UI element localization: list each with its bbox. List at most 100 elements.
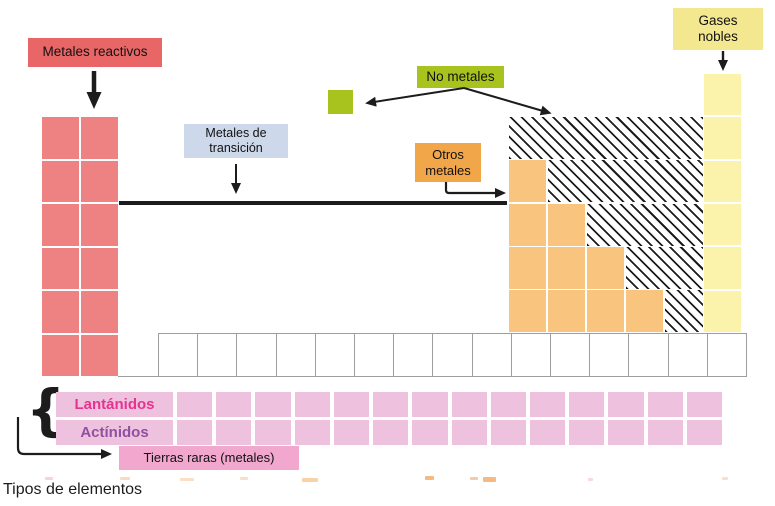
reactive-metal-cell bbox=[42, 160, 79, 202]
lanthanide-cell bbox=[451, 392, 487, 417]
scan-artifact bbox=[722, 477, 728, 480]
empty-element-cell bbox=[471, 333, 512, 377]
lanthanide-cell bbox=[373, 392, 409, 417]
noble-gas-cell bbox=[704, 117, 741, 159]
empty-element-cell bbox=[510, 333, 552, 377]
empty-element-cell bbox=[667, 333, 708, 377]
other-metal-cell bbox=[626, 290, 663, 332]
actinide-cell bbox=[373, 420, 409, 445]
reactive-metal-cell bbox=[81, 204, 118, 246]
other-metal-cell bbox=[509, 160, 546, 202]
nonmetal-sample-cell bbox=[328, 90, 353, 114]
empty-element-cell bbox=[393, 333, 434, 377]
reactive-metal-cell bbox=[42, 247, 79, 289]
other-metals-label-line2: metales bbox=[425, 162, 471, 178]
empty-element-cell bbox=[550, 333, 591, 377]
transition-metals-label-line2: transición bbox=[209, 141, 263, 155]
reactive-metal-cell bbox=[81, 117, 118, 159]
actinide-cell bbox=[647, 420, 683, 445]
empty-element-cell bbox=[432, 333, 473, 377]
elbow-arrow-icon bbox=[444, 182, 506, 198]
other-metal-cell bbox=[509, 247, 546, 289]
actinide-cell bbox=[529, 420, 566, 445]
nonmetals-label: No metales bbox=[417, 66, 504, 88]
actinide-cell bbox=[216, 420, 252, 445]
bottom-period-row bbox=[158, 333, 748, 377]
empty-element-cell bbox=[354, 333, 395, 377]
other-metal-cell bbox=[509, 204, 546, 246]
actinide-cell bbox=[294, 420, 330, 445]
noble-gases-label-line1: Gases bbox=[698, 12, 738, 28]
lanthanide-cell bbox=[177, 392, 213, 417]
nonmetals-hatch-row bbox=[587, 204, 703, 246]
actinide-cell bbox=[412, 420, 448, 445]
other-metals-row bbox=[509, 247, 624, 289]
noble-gas-cell bbox=[704, 160, 741, 202]
scan-artifact bbox=[45, 477, 53, 480]
transition-metals-label-line1: Metales de bbox=[205, 125, 267, 140]
reactive-metal-cell bbox=[42, 291, 79, 333]
nonmetals-hatch-row bbox=[626, 247, 703, 289]
scan-artifact bbox=[483, 477, 496, 482]
transition-metals-label: Metales de transición bbox=[184, 124, 288, 158]
elbow-arrow-icon bbox=[16, 417, 112, 459]
empty-element-cell bbox=[628, 333, 669, 377]
noble-gases-label-line2: nobles bbox=[698, 29, 738, 44]
scan-artifact bbox=[120, 477, 130, 480]
reactive-metal-cell bbox=[42, 117, 79, 159]
other-metal-cell bbox=[509, 290, 546, 332]
lanthanide-cell bbox=[529, 392, 566, 417]
actinide-cell bbox=[255, 420, 291, 445]
lanthanide-cells bbox=[177, 392, 723, 417]
noble-gas-cell bbox=[704, 74, 741, 116]
actinides-row: Actínidos bbox=[56, 420, 723, 445]
branching-arrows-icon bbox=[365, 87, 552, 116]
actinides-label-text: Actínidos bbox=[80, 424, 149, 441]
nonmetals-hatch-row bbox=[665, 290, 703, 332]
reactive-metal-cell bbox=[81, 247, 118, 289]
lanthanide-cell bbox=[294, 392, 330, 417]
other-metals-row bbox=[509, 204, 585, 246]
other-metal-cell bbox=[587, 290, 624, 332]
reactive-metals-label-text: Metales reactivos bbox=[42, 44, 148, 60]
actinide-cells bbox=[177, 420, 723, 445]
actinide-cell bbox=[490, 420, 526, 445]
rare-earths-label-text: Tierras raras (metales) bbox=[143, 450, 275, 466]
empty-element-cell bbox=[314, 333, 356, 377]
empty-element-cell bbox=[158, 333, 199, 377]
actinide-cell bbox=[333, 420, 370, 445]
lanthanide-cell bbox=[647, 392, 683, 417]
noble-gas-cell bbox=[704, 290, 741, 332]
reactive-metal-cell bbox=[81, 160, 118, 202]
lanthanide-cell bbox=[255, 392, 291, 417]
reactive-metal-cell bbox=[81, 291, 118, 333]
down-arrow-icon bbox=[231, 164, 241, 194]
empty-element-cell bbox=[275, 333, 316, 377]
other-metal-cell bbox=[548, 204, 585, 246]
lanthanide-cell bbox=[569, 392, 605, 417]
lanthanide-cell bbox=[686, 392, 723, 417]
reactive-metals-label: Metales reactivos bbox=[28, 38, 162, 67]
nonmetals-hatch-row bbox=[509, 117, 703, 159]
noble-gases-column bbox=[704, 74, 741, 332]
actinide-cell bbox=[686, 420, 723, 445]
lanthanides-label-text: Lantánidos bbox=[74, 396, 155, 413]
other-metals-row bbox=[509, 160, 546, 202]
scan-artifact bbox=[425, 476, 434, 480]
other-metal-cell bbox=[548, 290, 585, 332]
other-metals-label-line1: Otros bbox=[432, 146, 464, 162]
lanthanides-label: Lantánidos bbox=[56, 392, 173, 417]
baseline-connector bbox=[118, 375, 159, 377]
scan-artifact bbox=[302, 478, 318, 482]
reactive-metal-cell bbox=[42, 334, 79, 376]
lanthanides-row: Lantánidos bbox=[56, 392, 723, 417]
empty-element-cell bbox=[197, 333, 238, 377]
noble-gases-label: Gases nobles bbox=[673, 8, 763, 50]
other-metal-cell bbox=[587, 247, 624, 289]
lanthanide-cell bbox=[216, 392, 252, 417]
scan-artifact bbox=[240, 477, 248, 480]
actinide-cell bbox=[451, 420, 487, 445]
noble-gas-cell bbox=[704, 203, 741, 246]
scan-artifact bbox=[470, 477, 478, 480]
